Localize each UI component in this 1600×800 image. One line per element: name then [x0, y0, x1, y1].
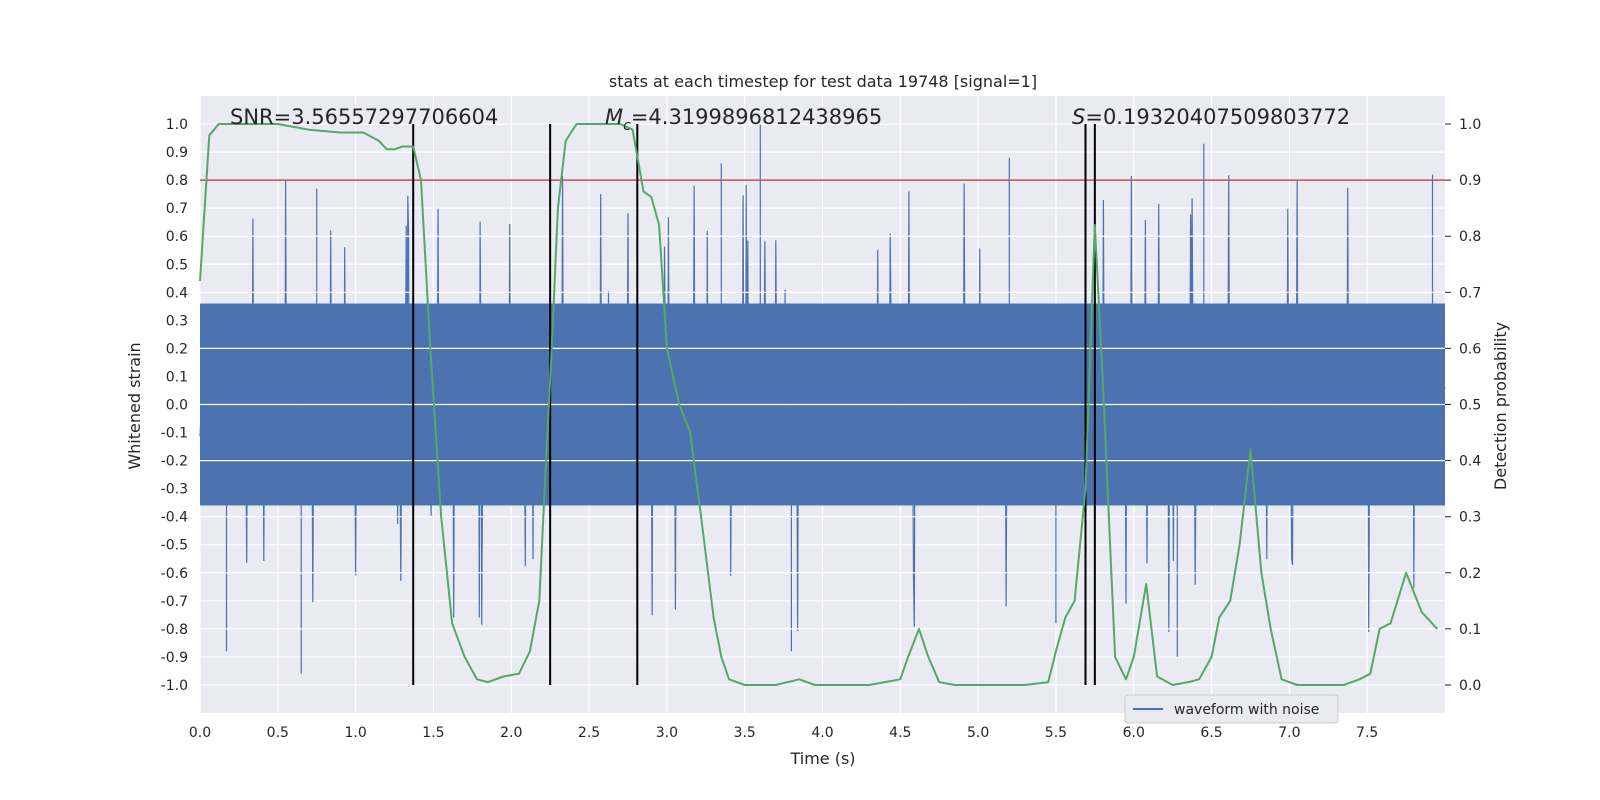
- left-tick-label: 0.9: [166, 145, 188, 161]
- legend-box: [1124, 694, 1339, 724]
- x-tick-label: 4.5: [889, 725, 911, 741]
- x-tick-label: 4.0: [811, 725, 833, 741]
- x-tick-label: 5.0: [967, 725, 989, 741]
- right-tick-label: 0.1: [1459, 622, 1481, 638]
- right-tick-label: 1.0: [1459, 117, 1481, 133]
- left-tick-label: 0.1: [166, 369, 188, 385]
- legend-label: waveform with noise: [1174, 702, 1319, 718]
- right-tick-label: 0.8: [1459, 229, 1481, 245]
- s-annotation: S=0.19320407509803772: [1072, 105, 1350, 129]
- left-tick-label: 0.0: [166, 398, 188, 414]
- waveform-line: [199, 124, 1446, 674]
- left-tick-label: -0.7: [161, 594, 188, 610]
- right-tick-label: 0.4: [1459, 454, 1481, 470]
- x-tick-label: 7.0: [1278, 725, 1300, 741]
- x-tick-label: 6.5: [1200, 725, 1222, 741]
- legend: waveform with noise: [1124, 694, 1339, 724]
- vertical-markers: [412, 124, 1096, 685]
- mc-annotation: Mc=4.3199896812438965: [605, 105, 882, 134]
- x-tick-label: 2.0: [500, 725, 522, 741]
- x-tick-label: 0.0: [189, 725, 211, 741]
- x-tick-label: 1.5: [422, 725, 444, 741]
- left-tick-label: 0.7: [166, 201, 188, 217]
- x-tick-label: 3.5: [734, 725, 756, 741]
- x-tick-label: 3.0: [656, 725, 678, 741]
- s-value: =0.19320407509803772: [1085, 105, 1350, 129]
- left-tick-label: 0.8: [166, 173, 188, 189]
- mc-symbol: M: [605, 105, 623, 129]
- left-tick-label: -0.8: [161, 622, 188, 638]
- right-axis-label: Detection probability: [1491, 322, 1510, 490]
- snr-annotation: SNR=3.56557297706604: [230, 105, 498, 129]
- x-axis-ticks: 0.0 0.5 1.0 1.5 2.0 2.5 3.0 3.5 4.0 4.5 5.0 5.5 6.0 6…: [189, 725, 1378, 741]
- left-tick-label: -0.9: [161, 650, 188, 666]
- x-tick-label: 7.5: [1356, 725, 1378, 741]
- probability-series: [199, 123, 1438, 686]
- left-tick-label: 0.6: [166, 229, 188, 245]
- chart-title: stats at each timestep for test data 197…: [609, 72, 1037, 91]
- left-tick-label: -0.1: [161, 426, 188, 442]
- right-tick-label: 0.2: [1459, 566, 1481, 582]
- left-tick-label: 0.2: [166, 341, 188, 357]
- x-tick-label: 2.5: [578, 725, 600, 741]
- right-tick-label: 0.7: [1459, 285, 1481, 301]
- left-tick-label: 0.4: [166, 285, 188, 301]
- mc-value: =4.3199896812438965: [631, 105, 882, 129]
- left-tick-label: 0.3: [166, 313, 188, 329]
- left-tick-label: 0.5: [166, 257, 188, 273]
- right-tick-label: 0.3: [1459, 510, 1481, 526]
- right-tick-label: 0.0: [1459, 678, 1481, 694]
- left-tick-label: 1.0: [166, 117, 188, 133]
- left-tick-label: -0.3: [161, 482, 188, 498]
- right-tick-label: 0.9: [1459, 173, 1481, 189]
- right-tick-label: 0.5: [1459, 398, 1481, 414]
- x-tick-label: 1.0: [344, 725, 366, 741]
- left-tick-label: -0.6: [161, 566, 188, 582]
- x-axis-label: Time (s): [789, 749, 855, 768]
- left-tick-label: -0.4: [161, 510, 188, 526]
- left-tick-label: -0.2: [161, 454, 188, 470]
- x-tick-label: 6.0: [1123, 725, 1145, 741]
- left-tick-label: -1.0: [161, 678, 188, 694]
- mc-subscript: c: [623, 118, 631, 134]
- right-axis-ticks: 1.0 0.9 0.8 0.7 0.6 0.5 0.4 0.3 0.2 0.1 0.0: [1445, 117, 1481, 694]
- left-axis-label: Whitened strain: [125, 342, 144, 469]
- right-tick-label: 0.6: [1459, 341, 1481, 357]
- left-tick-label: -0.5: [161, 538, 188, 554]
- left-axis-ticks: 1.0 0.9 0.8 0.7 0.6 0.5 0.4 0.3 0.2 0.1 0.0 -0.1 -0.…: [161, 117, 188, 694]
- probability-line: [199, 123, 1438, 686]
- s-symbol: S: [1072, 105, 1085, 129]
- x-tick-label: 0.5: [267, 725, 289, 741]
- x-tick-label: 5.5: [1045, 725, 1067, 741]
